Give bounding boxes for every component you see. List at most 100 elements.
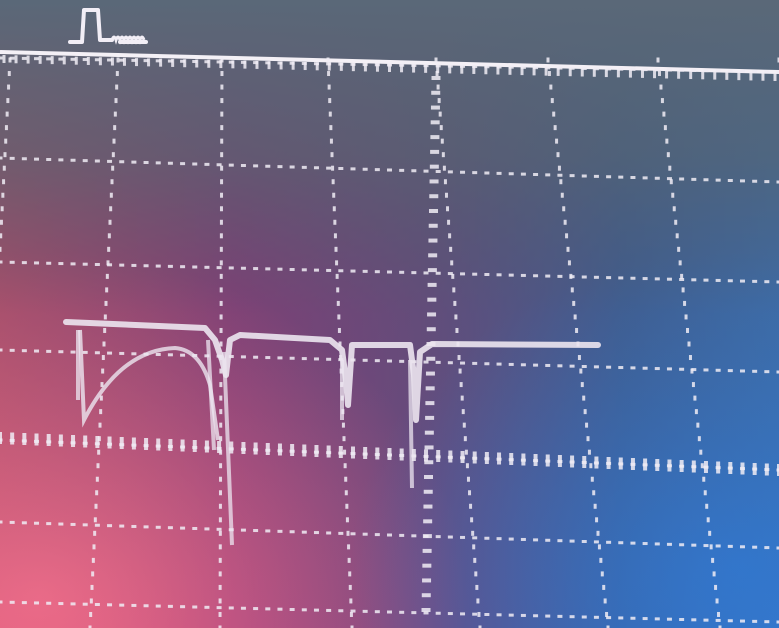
graticule-top-tick [74, 56, 78, 65]
graticule-horizontal-dot [496, 171, 502, 175]
graticule-center-axis-tick [424, 430, 434, 435]
graticule-center-row-tick [363, 447, 368, 459]
graticule-vertical-dot [666, 152, 670, 158]
graticule-vertical-dot [471, 530, 475, 536]
graticule-horizontal-dot [569, 539, 575, 543]
graticule-vertical-dot [219, 463, 223, 469]
graticule-vertical-dot [115, 84, 119, 90]
graticule-horizontal-dot [326, 166, 332, 170]
graticule-center-row-tick [350, 446, 355, 459]
graticule-horizontal-dot [703, 544, 709, 548]
graticule-top-tick [460, 65, 464, 74]
graticule-horizontal-dot [739, 619, 745, 623]
graticule-horizontal-dot [277, 267, 283, 271]
graticule-horizontal-dot [82, 350, 88, 354]
graticule-horizontal-dot [94, 351, 100, 355]
graticule-horizontal-dot [399, 168, 405, 172]
graticule-horizontal-dot [301, 268, 307, 272]
graticule-vertical-dot [455, 327, 459, 333]
graticule-horizontal-dot [107, 159, 113, 163]
graticule-vertical-dot [114, 98, 118, 104]
graticule-horizontal-dot [362, 269, 368, 273]
graticule-horizontal-dot [666, 277, 672, 281]
graticule-horizontal-dot [654, 176, 660, 180]
graticule-horizontal-dot [228, 163, 234, 167]
graticule-vertical-dot [8, 57, 12, 63]
graticule-top-tick [195, 59, 199, 68]
graticule-top-tick [14, 55, 18, 64]
graticule-horizontal-dot [435, 170, 441, 173]
graticule-horizontal-dot [82, 262, 88, 266]
graticule-horizontal-dot [606, 540, 612, 544]
graticule-horizontal-dot [703, 278, 709, 282]
graticule-horizontal-dot [107, 603, 113, 607]
graticule-horizontal-dot [703, 178, 709, 182]
graticule-horizontal-dot [472, 612, 478, 616]
graticule-center-axis-tick [428, 223, 438, 228]
graticule-horizontal-dot [776, 280, 779, 284]
graticule-vertical-dot [343, 449, 347, 455]
graticule-horizontal-dot [326, 608, 332, 612]
graticule-vertical-dot [708, 530, 712, 536]
graticule-vertical-dot [350, 625, 354, 628]
graticule-vertical-dot [586, 436, 590, 442]
graticule-vertical-dot [94, 503, 98, 509]
graticule-center-axis-tick [421, 608, 431, 612]
graticule-horizontal-dot [752, 369, 758, 373]
graticule-vertical-dot [691, 382, 695, 388]
graticule-vertical-dot [562, 206, 566, 212]
graticule-vertical-dot [777, 57, 779, 63]
graticule-vertical-dot [472, 544, 476, 550]
graticule-horizontal-dot [399, 270, 405, 274]
graticule-horizontal-dot [715, 69, 721, 73]
graticule-horizontal-dot [21, 521, 27, 525]
graticule-horizontal-dot [764, 620, 770, 624]
graticule-vertical-dot [697, 436, 701, 442]
graticule-top-tick [327, 62, 331, 71]
graticule-horizontal-dot [630, 176, 636, 179]
graticule-horizontal-dot [435, 271, 441, 275]
graticule-vertical-dot [436, 84, 440, 90]
graticule-horizontal-dot [557, 364, 563, 368]
graticule-horizontal-dot [21, 349, 27, 353]
graticule-vertical-dot [113, 125, 117, 131]
graticule-horizontal-dot [143, 161, 149, 164]
graticule-top-tick [159, 58, 163, 67]
graticule-horizontal-dot [776, 620, 779, 624]
graticule-horizontal-dot [727, 619, 733, 623]
graticule-vertical-dot [437, 98, 441, 104]
graticule-horizontal-dot [423, 169, 429, 173]
graticule-vertical-dot [683, 300, 687, 306]
graticule-horizontal-dot [447, 170, 453, 174]
graticule-vertical-dot [687, 341, 691, 347]
graticule-horizontal-dot [654, 617, 660, 621]
graticule-vertical-dot [218, 584, 222, 590]
graticule-center-row-tick [630, 458, 635, 470]
graticule-horizontal-dot [630, 276, 636, 280]
graticule-center-axis-tick [425, 386, 435, 391]
graticule-vertical-dot [219, 368, 223, 374]
graticule-horizontal-dot [435, 535, 441, 539]
graticule-top-tick [110, 57, 114, 66]
graticule-vertical-dot [0, 233, 3, 239]
graticule-vertical-dot [109, 192, 113, 198]
graticule-center-row-tick [764, 463, 769, 476]
graticule-horizontal-dot [387, 168, 392, 172]
graticule-horizontal-dot [472, 361, 478, 365]
graticule-center-axis-tick [430, 149, 440, 154]
graticule-vertical-dot [681, 287, 685, 293]
graticule-horizontal-dot [204, 265, 210, 269]
graticule-vertical-dot [89, 611, 93, 617]
graticule-top-tick [520, 67, 524, 76]
graticule-vertical-dot [549, 84, 553, 90]
graticule-vertical-dot [573, 314, 577, 320]
graticule-horizontal-dot [362, 609, 368, 613]
graticule-horizontal-dot [533, 274, 539, 278]
graticule-vertical-dot [2, 179, 6, 185]
graticule-horizontal-dot [545, 614, 551, 618]
graticule-vertical-dot [96, 463, 100, 469]
graticule-center-row-tick [338, 446, 343, 458]
graticule-vertical-dot [665, 138, 669, 144]
graticule-vertical-dot [662, 111, 666, 117]
graticule-horizontal-dot [21, 261, 27, 265]
